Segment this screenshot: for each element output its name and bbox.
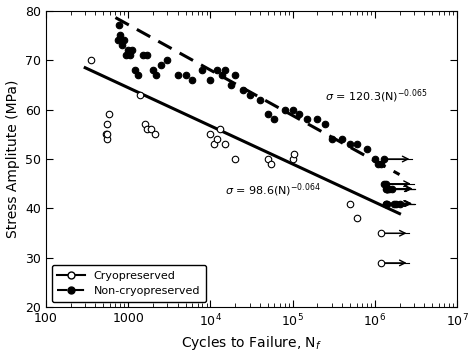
Point (141, 121, 149, 127)
Point (174, 72, 182, 78)
Point (377, 260, 385, 266)
Point (117, 33, 124, 38)
Point (383, 186, 391, 192)
Point (216, 126, 224, 132)
Point (291, 151, 298, 157)
Point (213, 136, 221, 142)
Point (289, 107, 296, 112)
Point (239, 87, 247, 93)
X-axis label: Cycles to Failure, N$_f$: Cycles to Failure, N$_f$ (181, 334, 322, 352)
Point (143, 126, 151, 132)
Point (103, 136, 111, 142)
Point (137, 92, 144, 97)
Point (383, 186, 391, 192)
Point (390, 200, 398, 206)
Point (396, 200, 403, 206)
Point (102, 131, 110, 137)
Point (346, 200, 354, 206)
Text: $\sigma$ = 120.3(N)$^{-0.065}$: $\sigma$ = 120.3(N)$^{-0.065}$ (325, 87, 428, 105)
Point (346, 141, 354, 147)
Point (383, 186, 390, 192)
Point (207, 131, 214, 137)
Point (289, 156, 296, 162)
Point (380, 156, 388, 162)
Point (116, 23, 123, 28)
Point (147, 126, 155, 132)
Point (219, 72, 226, 78)
Point (231, 72, 239, 78)
Point (385, 186, 393, 192)
Point (221, 141, 228, 147)
Point (118, 42, 126, 48)
Point (188, 77, 196, 83)
Point (388, 186, 395, 192)
Point (134, 72, 141, 78)
Point (264, 156, 272, 162)
Point (377, 161, 385, 167)
Point (313, 117, 321, 122)
Point (114, 37, 122, 43)
Point (380, 181, 388, 187)
Point (106, 112, 113, 117)
Point (199, 67, 206, 73)
Point (382, 200, 389, 206)
Point (392, 200, 400, 206)
Point (143, 52, 151, 58)
Point (377, 230, 385, 236)
Legend: Cryopreserved, Non-cryopreserved: Cryopreserved, Non-cryopreserved (52, 265, 206, 302)
Y-axis label: Stress Amplitute (MPa): Stress Amplitute (MPa) (6, 80, 19, 238)
Point (182, 72, 190, 78)
Point (295, 112, 303, 117)
Point (382, 181, 389, 187)
Point (338, 136, 346, 142)
Point (374, 161, 382, 167)
Point (328, 136, 336, 142)
Point (139, 52, 146, 58)
Point (120, 37, 128, 43)
Point (210, 141, 218, 147)
Point (383, 186, 391, 192)
Point (264, 112, 272, 117)
Point (87, 57, 94, 63)
Point (353, 141, 360, 147)
Point (103, 121, 110, 127)
Point (383, 200, 390, 206)
Point (281, 107, 288, 112)
Point (246, 92, 254, 97)
Point (231, 156, 239, 162)
Point (221, 67, 228, 73)
Point (103, 131, 110, 137)
Text: $\sigma$ = 98.6(N)$^{-0.064}$: $\sigma$ = 98.6(N)$^{-0.064}$ (225, 181, 320, 199)
Point (363, 146, 371, 152)
Point (207, 77, 214, 83)
Point (157, 62, 164, 68)
Point (353, 216, 360, 221)
Point (228, 82, 235, 88)
Point (131, 67, 138, 73)
Point (153, 72, 160, 78)
Point (151, 131, 158, 137)
Point (303, 117, 311, 122)
Point (267, 161, 275, 167)
Point (321, 121, 329, 127)
Point (124, 47, 132, 53)
Point (128, 47, 136, 53)
Point (256, 97, 264, 102)
Point (213, 67, 221, 73)
Point (371, 156, 379, 162)
Point (164, 57, 171, 63)
Point (149, 67, 157, 73)
Point (126, 52, 134, 58)
Point (271, 117, 278, 122)
Point (123, 52, 130, 58)
Point (383, 200, 391, 206)
